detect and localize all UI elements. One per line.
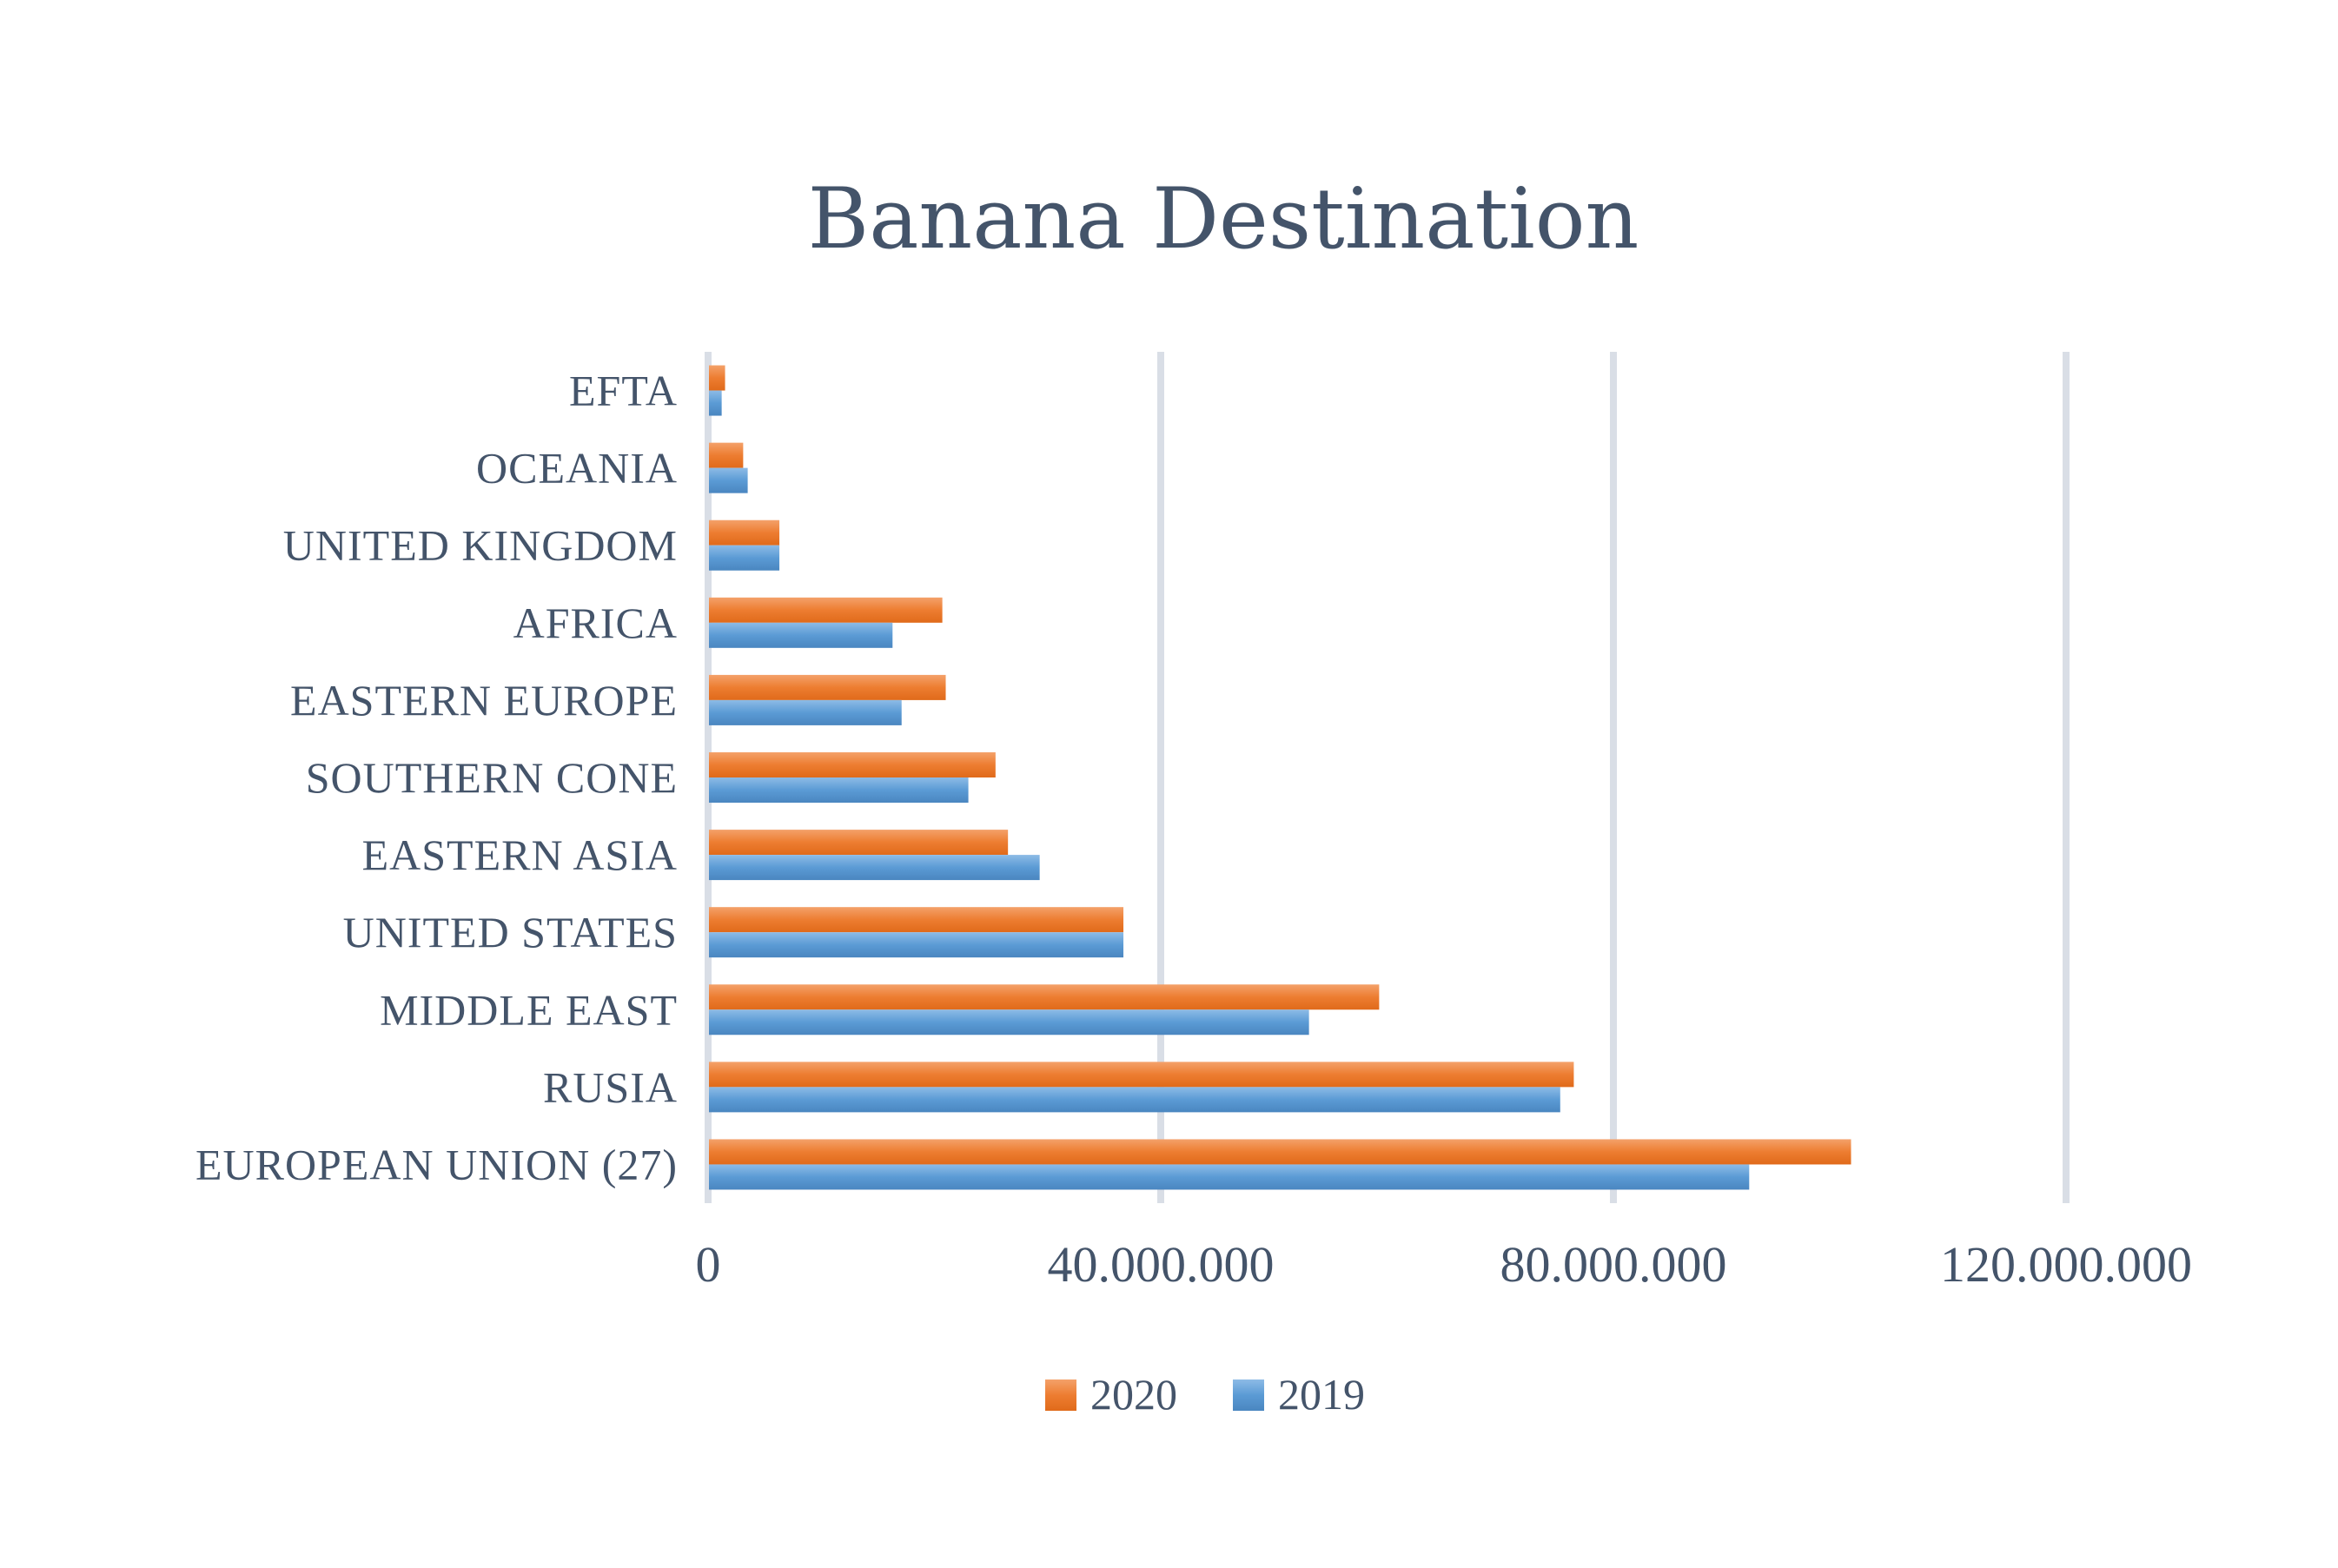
bar-2020-9 [709, 442, 744, 468]
bar-2020-8 [709, 519, 780, 546]
bar-2019-8 [709, 545, 780, 571]
legend: 2020 2019 [1045, 1370, 1365, 1419]
bar-2020-2 [709, 984, 1380, 1010]
category-labels: EUROPEAN UNION (27) RUSIA MIDDLE EAST UNITE… [195, 367, 678, 1189]
bar-2019-10 [709, 390, 722, 416]
category-label-10: EFTA [569, 367, 678, 415]
legend-label-2019: 2019 [1278, 1370, 1365, 1419]
x-tick-labels: 0 40.000.000 80.000.000 120.000.000 [696, 1236, 2193, 1293]
category-label-9: OCEANIA [476, 444, 678, 493]
category-label-3: UNITED STATES [343, 908, 678, 956]
bar-2019-1 [709, 1087, 1560, 1113]
bar-2020-7 [709, 597, 943, 623]
bar-2020-1 [709, 1062, 1574, 1088]
category-label-2: MIDDLE EAST [380, 985, 678, 1034]
legend-label-2020: 2020 [1090, 1370, 1177, 1419]
bar-2019-0 [709, 1164, 1750, 1190]
bar-2019-6 [709, 699, 902, 725]
x-tick-label-0: 0 [696, 1236, 721, 1293]
category-label-8: UNITED KINGDOM [283, 521, 678, 570]
bar-2019-3 [709, 932, 1124, 958]
bar-2020-10 [709, 365, 725, 391]
bar-2020-5 [709, 752, 996, 777]
bar-2019-7 [709, 622, 893, 648]
legend-swatch-2020 [1045, 1379, 1076, 1411]
bar-2020-4 [709, 830, 1009, 856]
bar-2019-2 [709, 1009, 1309, 1035]
category-label-7: AFRICA [513, 599, 678, 647]
bar-2020-3 [709, 907, 1124, 933]
bar-2019-5 [709, 777, 969, 803]
category-label-5: SOUTHERN CONE [306, 753, 678, 802]
x-tick-label-1: 40.000.000 [1048, 1236, 1275, 1293]
category-label-0: EUROPEAN UNION (27) [195, 1140, 678, 1188]
gridlines [705, 352, 2070, 1203]
bar-2019-4 [709, 855, 1040, 881]
category-label-1: RUSIA [543, 1062, 678, 1111]
category-label-4: EASTERN ASIA [362, 830, 678, 879]
legend-swatch-2019 [1233, 1379, 1264, 1411]
x-tick-label-2: 80.000.000 [1500, 1236, 1727, 1293]
bars [709, 365, 1851, 1190]
chart-title: Banana Destination [808, 170, 1639, 268]
bar-2020-0 [709, 1139, 1851, 1165]
x-tick-label-3: 120.000.000 [1940, 1236, 2192, 1293]
category-label-6: EASTERN EUROPE [290, 676, 678, 724]
bar-2019-9 [709, 467, 748, 493]
bar-2020-6 [709, 674, 946, 700]
